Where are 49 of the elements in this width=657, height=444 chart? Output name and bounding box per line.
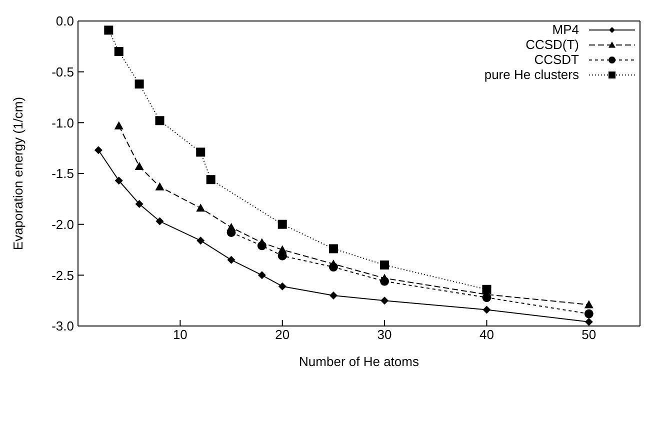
x-axis-title: Number of He atoms [299,354,420,369]
point [94,146,102,154]
point [380,260,390,270]
point [155,182,164,190]
x-tick-label: 50 [582,327,596,342]
y-tick-label: -0.5 [52,64,74,80]
point [114,176,123,185]
y-axis-title: Evaporation energy (1/cm) [10,96,26,250]
point [380,274,390,282]
point [278,220,287,229]
y-tick-label: -3.0 [52,318,74,334]
point [206,175,216,184]
legend-label: MP4 [552,22,579,37]
point [196,236,205,245]
legend-label: pure He clusters [484,67,579,82]
point [329,292,338,300]
x-tick-label: 40 [479,327,494,342]
point [257,238,266,246]
y-tick-label: 0.0 [56,14,74,29]
point [134,80,144,89]
point [258,271,266,280]
point [155,116,164,126]
legend-label: CCSD(T) [526,37,579,52]
point [328,259,338,268]
point [196,204,206,212]
point [226,222,236,231]
x-tick-label: 20 [275,327,290,342]
point [134,162,144,170]
point [156,217,164,226]
x-tick-label: 30 [377,327,392,342]
point [114,121,124,130]
legend-label: CCSDT [534,52,579,67]
point [482,306,491,314]
point [135,200,144,208]
y-tick-label: -1.0 [52,115,74,130]
y-tick-label: -1.5 [52,166,74,182]
y-tick-label: -2.0 [52,216,74,232]
y-tick-label: -2.5 [52,268,74,283]
point [227,256,236,264]
point [196,148,206,157]
point [380,296,389,305]
point [278,282,286,290]
point [114,47,124,56]
x-tick-label: 10 [172,327,188,342]
point [584,300,594,308]
point [104,26,114,35]
point [328,244,338,254]
point [278,245,287,254]
point [584,309,594,318]
